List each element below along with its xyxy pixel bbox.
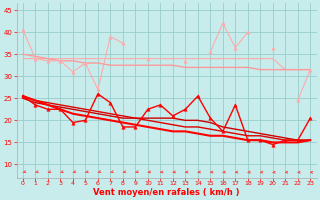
- X-axis label: Vent moyen/en rafales ( km/h ): Vent moyen/en rafales ( km/h ): [93, 188, 240, 197]
